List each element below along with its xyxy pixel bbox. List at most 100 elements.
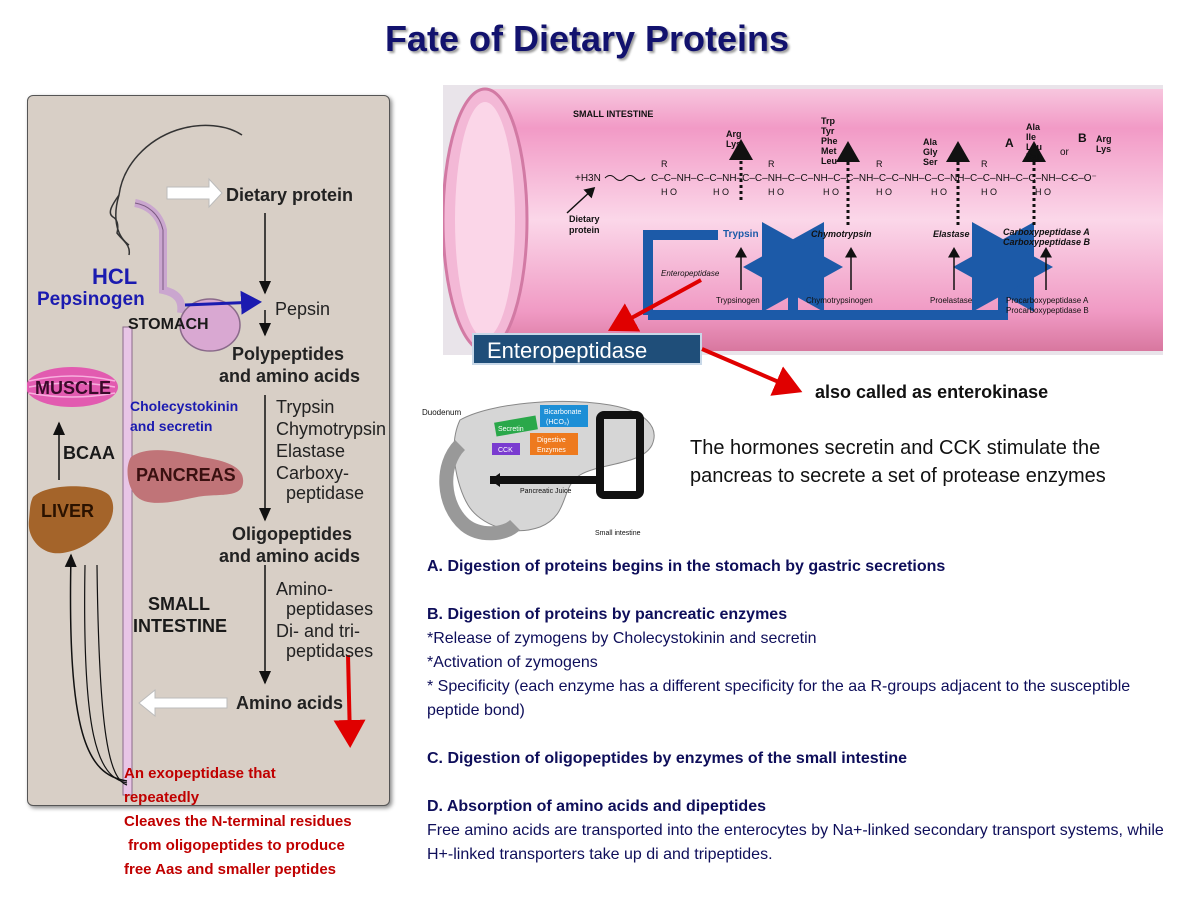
svg-text:R: R [661,159,668,169]
enzyme-carboxy: Carboxy- [276,463,350,483]
enzyme-trypsin: Trypsin [276,397,335,417]
svg-text:R: R [768,159,775,169]
svg-text:Leu: Leu [821,156,837,166]
exopeptidase-note: An exopeptidase that repeatedly Cleaves … [124,765,352,878]
svg-text:or: or [1060,147,1070,158]
svg-text:H O: H O [713,187,729,197]
step-c-heading: C. Digestion of oligopeptides by enzymes… [427,750,908,767]
head-outline-icon [115,124,243,246]
hcl-label: HCL [92,264,138,289]
enterokinase-note: also called as enterokinase [815,382,1049,402]
svg-text:H O: H O [661,187,677,197]
bcaa-label: BCAA [63,443,115,463]
svg-text:Enzymes: Enzymes [537,447,566,454]
dietary-protein-label: Dietary protein [226,185,354,205]
step-b-line: *Release of zymogens by Cholecystokinin … [427,630,817,647]
dietary-protein-small-label: Dietary [569,214,600,224]
enzyme-elastase: Elastase [276,441,346,461]
cck-secretin-label: Cholecystokinin [130,398,239,414]
svg-text:H O: H O [1035,187,1051,197]
svg-text:R: R [981,159,988,169]
aa-group-trypsin: Arg [726,129,742,139]
intestine-tube [122,326,133,796]
pancreatic-juice-label: Pancreatic Juice [520,488,571,495]
zymogen-trypsinogen: Trypsinogen [716,296,760,305]
step-d-heading: D. Absorption of amino acids and dipepti… [427,798,766,815]
liver-label: LIVER [41,501,95,521]
svg-text:Lys: Lys [726,139,741,149]
svg-text:protein: protein [569,225,600,235]
polypeptides-label-line2: and amino acids [219,366,361,386]
svg-text:(HCO₃): (HCO₃) [546,419,569,426]
polypeptides-label: Polypeptides [232,344,345,364]
svg-text:H O: H O [768,187,784,197]
svg-text:C–C–NH–C–C–NH–C–C–NH–C–C–NH–C–: C–C–NH–C–C–NH–C–C–NH–C–C–NH–C–C–NH–C–C–N… [651,173,1074,184]
svg-text:B: B [1078,131,1087,145]
oligopeptides-label: Oligopeptides [232,524,353,544]
absorption-arrow-icon [138,688,228,718]
enteropeptidase-small-label: Enteropeptidase [661,269,720,278]
svg-text:H O: H O [981,187,997,197]
cck-secretin-label-line2: and secretin [130,418,213,434]
step-b-heading: B. Digestion of proteins by pancreatic e… [427,606,788,623]
step-a-heading: A. Digestion of proteins begins in the s… [427,558,946,575]
svg-text:Leu: Leu [1026,142,1042,152]
cck-label: CCK [498,447,513,454]
step-b-line: *Activation of zymogens [427,654,598,671]
svg-text:Val: Val [1026,152,1039,162]
digestion-pathway-figure [27,124,366,796]
zymogen-proelastase: Proelastase [930,296,973,305]
svg-text:R: R [876,159,883,169]
aa-group-carboxy-b: Arg [1096,134,1112,144]
duodenum-label: Duodenum [422,408,461,417]
aa-group-carboxy-a: Ala [1026,122,1041,132]
step-d-line: Free amino acids are transported into th… [427,822,1164,863]
enzyme-carboxy-line2: peptidase [276,483,365,503]
bicarbonate-label: Bicarbonate [544,409,581,416]
svg-text:H O: H O [823,187,839,197]
svg-text:H O: H O [876,187,892,197]
step-b-line: * Specificity (each enzyme has a differe… [427,678,1131,719]
active-carboxy-b: Carboxypeptidase B [1003,237,1091,247]
zymogen-chymotrypsinogen: Chymotrypsinogen [806,296,873,305]
small-intestine-label-line2: INTESTINE [133,616,228,636]
enteropeptidase-label-box: Enteropeptidase [472,333,702,365]
secretin-label: Secretin [498,426,524,433]
pancreas-organ-icon [127,450,244,503]
pepsinogen-label: Pepsinogen [37,289,145,310]
hormone-description: The hormones secretin and CCK stimulate … [690,437,1106,487]
h3n-label: +H3N [575,173,601,184]
enterokinase-arrow [701,347,803,396]
stomach-label: STOMACH [128,316,209,333]
pancreas-label: PANCREAS [136,465,236,485]
active-chymotrypsin: Chymotrypsin [811,229,872,239]
svg-text:Phe: Phe [821,136,838,146]
pancreas-secretion-figure: Duodenum Secretin Bicarbonate (HCO₃) CCK… [422,401,655,541]
amino-acids-label: Amino acids [236,693,344,713]
active-carboxy-a: Carboxypeptidase A [1003,227,1090,237]
liver-organ-icon [28,486,114,554]
muscle-label: MUSCLE [35,378,111,398]
digestion-steps: A. Digestion of proteins begins in the s… [427,555,1187,867]
dipeptidase-label-line2: peptidases [276,641,374,661]
oligopeptides-label-line2: and amino acids [219,546,361,566]
stomach-organ-icon [179,298,241,352]
svg-text:Ser: Ser [923,157,938,167]
aminopeptidase-label: Amino- [276,579,334,599]
active-elastase: Elastase [933,229,970,239]
svg-text:A: A [1005,136,1014,150]
pepsin-label: Pepsin [275,299,331,319]
small-intestine-figure: SMALL INTESTINE +H3N C–C–NH–C–C–NH–C–C–N… [443,85,1163,355]
svg-text:Gly: Gly [923,147,938,157]
muscle-organ-icon [27,367,118,407]
digestive-enzymes-label: Digestive [537,437,566,444]
svg-text:Ile: Ile [1026,132,1036,142]
intestine-title: SMALL INTESTINE [573,109,653,119]
small-intestine-label: SMALL [148,594,210,614]
svg-text:Lys: Lys [1096,144,1111,154]
svg-text:H O: H O [931,187,947,197]
zymogen-procarboxy-b: Procarboxypeptidase B [1006,306,1089,315]
svg-text:Tyr: Tyr [821,126,835,136]
zymogen-procarboxy-a: Procarboxypeptidase A [1006,296,1089,305]
svg-text:Met: Met [821,146,837,156]
